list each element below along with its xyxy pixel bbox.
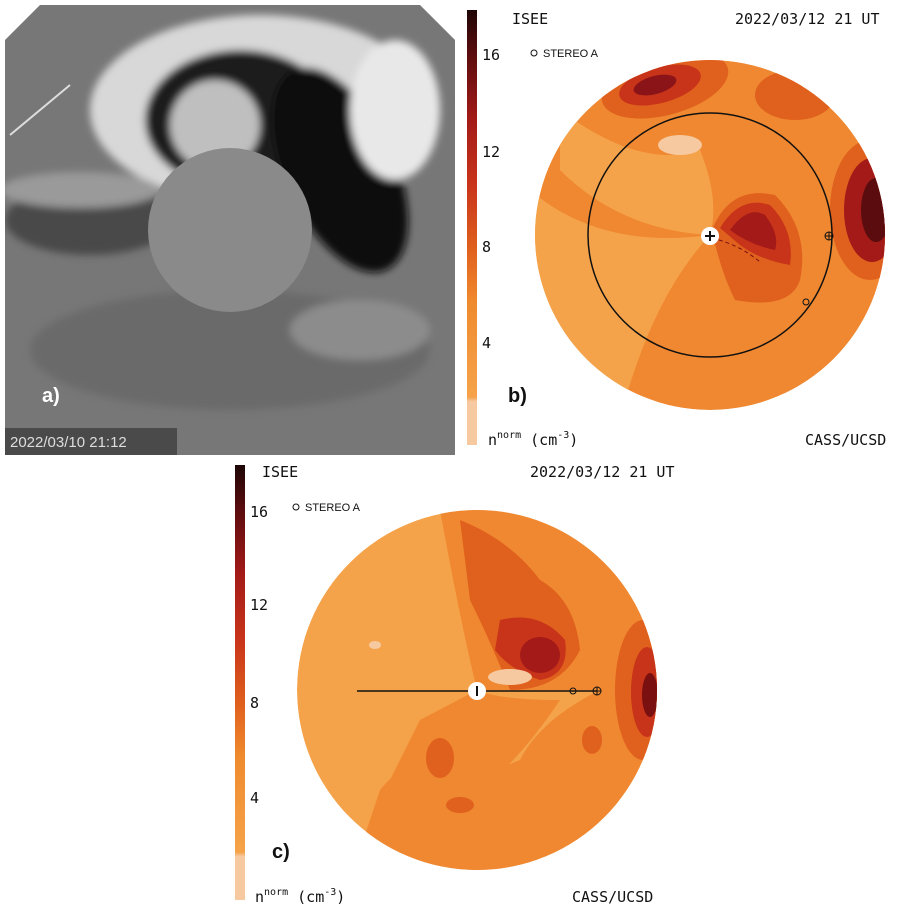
credit: CASS/UCSD xyxy=(572,888,653,906)
panel-label: b) xyxy=(508,385,527,407)
colorbar-tick: 16 xyxy=(250,503,268,521)
legend: STEREO A xyxy=(305,502,361,514)
colorbar-tick: 8 xyxy=(482,238,491,256)
date: 2022/03/12 21 UT xyxy=(530,463,675,481)
legend-marker xyxy=(292,503,300,511)
sun-marker xyxy=(705,231,715,241)
panel-b: 4 8 12 16 ISEE 2022/03/12 21 UT STEREO A xyxy=(467,10,886,449)
density-map xyxy=(535,60,885,410)
legend: STEREO A xyxy=(543,48,599,60)
source: ISEE xyxy=(512,10,548,28)
colorbar-tick: 8 xyxy=(250,694,259,712)
source: ISEE xyxy=(262,463,298,481)
earth-orbit xyxy=(587,112,833,358)
legend-marker xyxy=(530,49,538,57)
earth-cross xyxy=(825,232,833,240)
colorbar-tick: 12 xyxy=(482,143,500,161)
colorbar-tick: 4 xyxy=(250,789,259,807)
colorbar-tick: 4 xyxy=(482,334,491,352)
colorbar-tick: 16 xyxy=(482,46,500,64)
panel-a: a) 2022/03/10 21:12 xyxy=(5,5,455,455)
panel-label: a) xyxy=(42,385,60,407)
colorbar xyxy=(235,465,245,900)
colorbar xyxy=(467,10,477,445)
colorbar-unit: nnorm (cm-3) xyxy=(488,430,578,449)
timestamp: 2022/03/10 21:12 xyxy=(10,434,127,451)
earth-cross xyxy=(593,687,601,695)
panel-label: c) xyxy=(272,841,290,863)
stereo-a xyxy=(569,687,577,695)
coronagraph-image xyxy=(5,5,455,455)
colorbar-unit: nnorm (cm-3) xyxy=(255,887,345,906)
colorbar-tick: 12 xyxy=(250,596,268,614)
date: 2022/03/12 21 UT xyxy=(735,10,880,28)
credit: CASS/UCSD xyxy=(805,431,886,449)
panel-c: 4 8 12 16 ISEE 2022/03/12 21 UT STEREO A xyxy=(235,463,675,906)
stereo-a xyxy=(802,298,810,306)
